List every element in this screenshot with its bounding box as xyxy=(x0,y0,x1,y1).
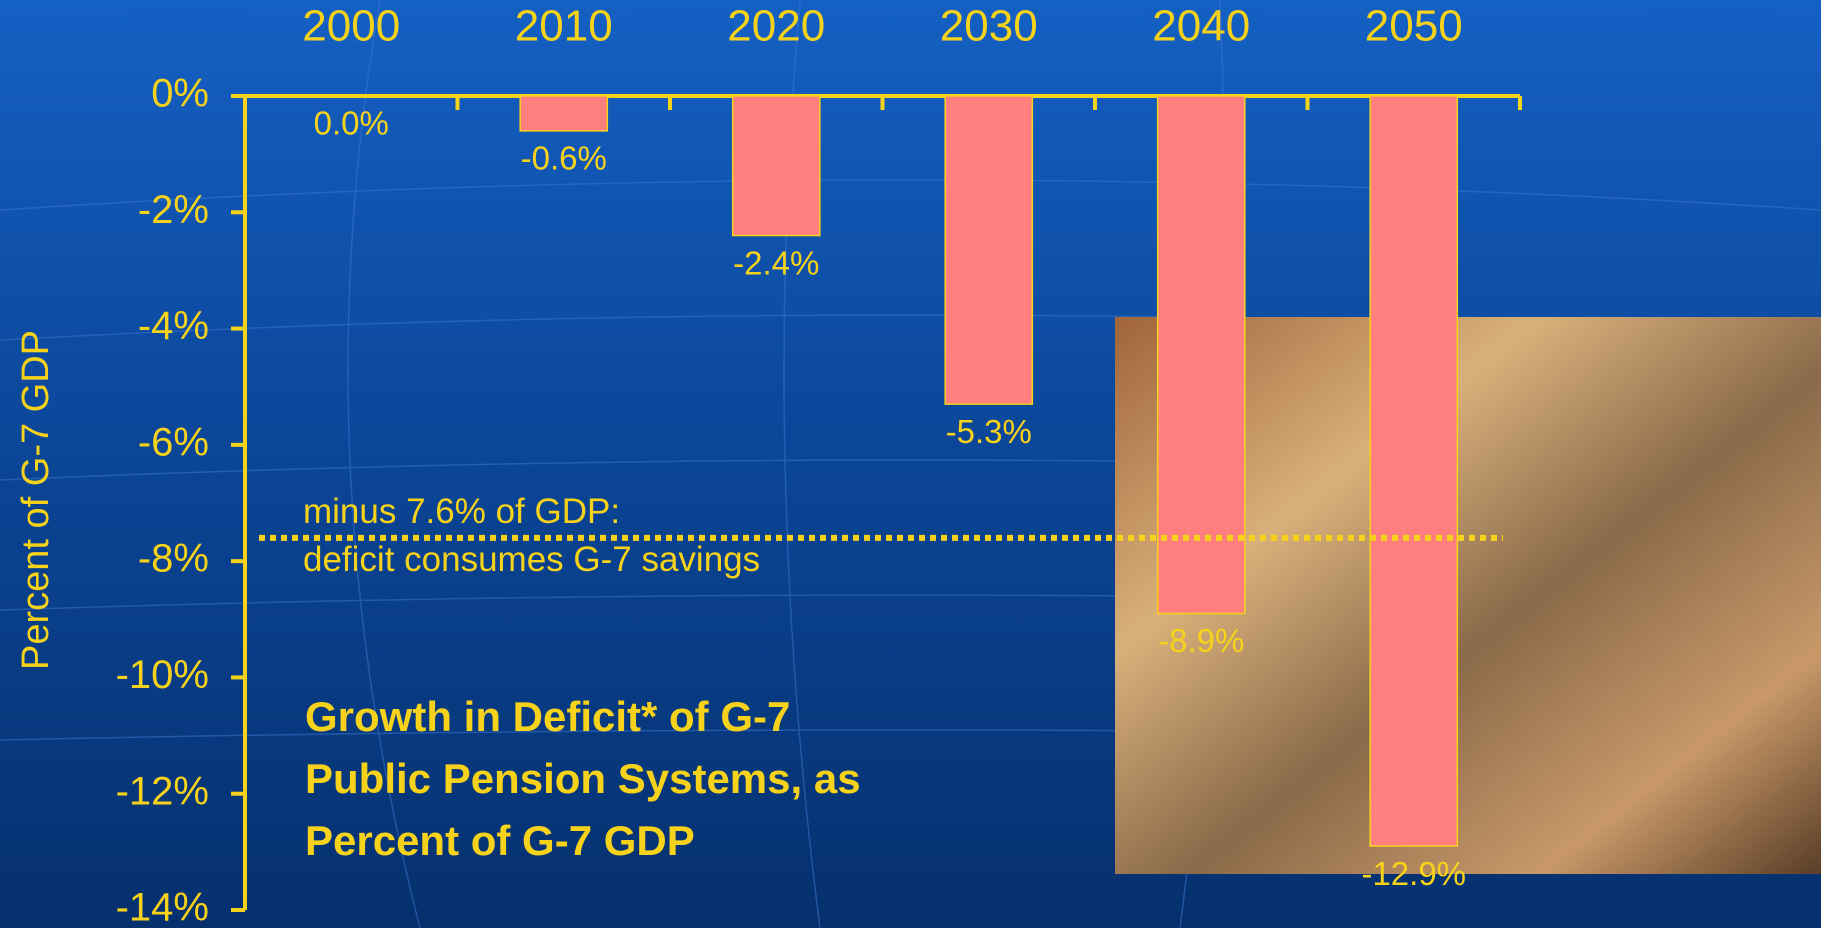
y-tick-label: -10% xyxy=(116,653,209,697)
bar xyxy=(731,95,821,237)
bar xyxy=(1369,95,1459,847)
x-tick-label: 2010 xyxy=(515,2,613,51)
x-tick-label: 2040 xyxy=(1152,2,1250,51)
value-label: -8.9% xyxy=(1158,622,1244,659)
title-line: Percent of G-7 GDP xyxy=(305,817,695,864)
reference-label: minus 7.6% of GDP: xyxy=(303,492,620,531)
bar xyxy=(944,95,1034,405)
y-tick-label: 0% xyxy=(151,72,209,116)
x-tick-label: 2050 xyxy=(1365,2,1463,51)
x-tick-label: 2030 xyxy=(940,2,1038,51)
value-label: -2.4% xyxy=(733,244,819,281)
y-tick-label: -8% xyxy=(138,537,209,581)
value-label: -12.9% xyxy=(1361,855,1466,892)
y-tick-label: -14% xyxy=(116,886,209,928)
title-line: Public Pension Systems, as xyxy=(305,755,861,802)
y-axis-label: Percent of G-7 GDP xyxy=(15,330,57,670)
bar xyxy=(1156,95,1246,615)
y-tick-label: -12% xyxy=(116,769,209,813)
x-tick-label: 2020 xyxy=(727,2,825,51)
value-label: -5.3% xyxy=(946,413,1032,450)
title-line: Growth in Deficit* of G-7 xyxy=(305,693,790,740)
chart-title: Growth in Deficit* of G-7 Public Pension … xyxy=(305,693,861,864)
y-tick-label: -4% xyxy=(138,304,209,348)
y-tick-label: -6% xyxy=(138,420,209,464)
reference-label: deficit consumes G-7 savings xyxy=(303,540,760,579)
x-tick-label: 2000 xyxy=(302,2,400,51)
value-label: -0.6% xyxy=(521,140,607,177)
bar xyxy=(519,95,609,132)
y-tick-label: -2% xyxy=(138,188,209,232)
value-label: 0.0% xyxy=(314,105,389,142)
